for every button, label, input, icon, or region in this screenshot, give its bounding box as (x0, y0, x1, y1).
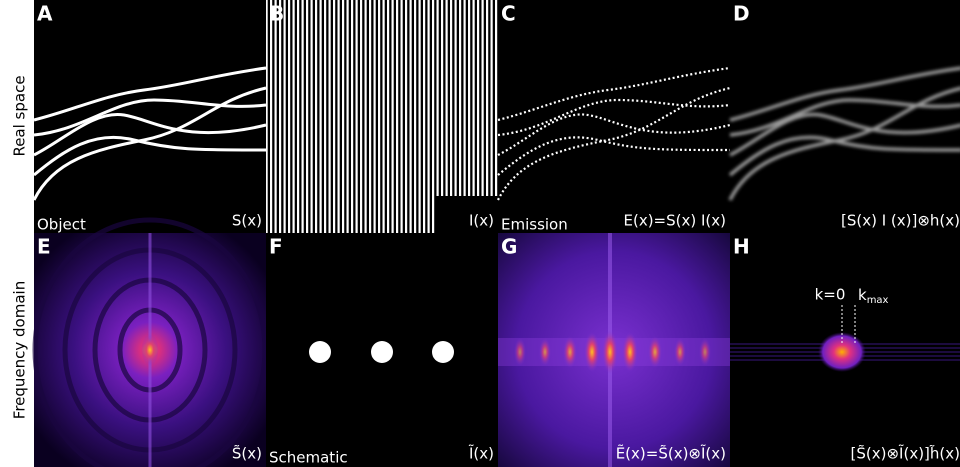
ellipse (622, 332, 638, 372)
ellipse (602, 330, 618, 374)
panel-letter: F (269, 235, 283, 259)
dot (309, 341, 331, 363)
panel-label: [S(x) I (x)]⊗h(x) (841, 212, 960, 230)
panel-letter: A (37, 2, 53, 26)
panel-label: Ẽ(x)=S̃(x)⊗Ĩ(x) (616, 444, 726, 463)
panel-label: Emission (501, 216, 568, 234)
panel-letter: D (733, 2, 750, 26)
dot (432, 341, 454, 363)
panel-letter: G (501, 235, 517, 259)
panel-letter: B (269, 2, 284, 26)
row-label: Real space (11, 75, 29, 156)
panel-letter: E (37, 235, 51, 259)
panel-label: Ĩ(x) (468, 444, 494, 463)
ellipse (699, 338, 711, 366)
panel-letter: C (501, 2, 516, 26)
panel-label: [S̃(x)⊗Ĩ(x)]h̃(x) (851, 444, 960, 463)
panel-label: Schematic (269, 449, 348, 467)
panel-bg (34, 0, 266, 233)
panel-letter: H (733, 235, 750, 259)
panel-label: S̃(x) (232, 444, 262, 463)
row-label: Frequency domain (11, 281, 29, 419)
ellipse (648, 336, 662, 368)
annotation: k=0 (815, 286, 846, 304)
ellipse (563, 336, 577, 368)
annotation-base: k (858, 286, 867, 304)
center-peak (141, 334, 159, 366)
panel-label: Object (37, 216, 86, 234)
panel-label: S(x) (232, 212, 262, 230)
panel-bg (730, 0, 960, 233)
panel-label: E(x)=S(x) I(x) (623, 212, 726, 230)
dot (371, 341, 393, 363)
annotation-sub: max (867, 295, 889, 306)
panel-label: I(x) (469, 212, 494, 230)
ellipse (514, 338, 526, 366)
figure: Real space Frequency domain k=0 kmax A Ob… (0, 0, 960, 467)
ellipse (674, 338, 686, 366)
ellipse (584, 332, 600, 372)
panel-bg (498, 0, 730, 233)
ellipse (539, 338, 551, 366)
